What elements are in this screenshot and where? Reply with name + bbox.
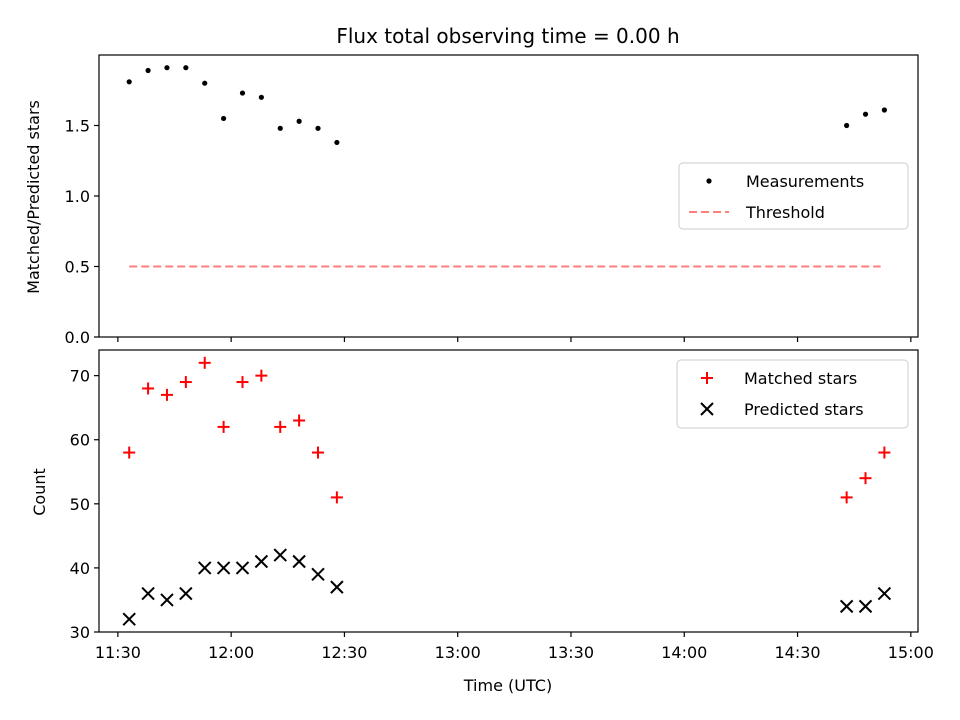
matched-star-point (236, 376, 249, 389)
measurement-point (164, 65, 170, 71)
y-tick-label: 60 (70, 431, 90, 450)
predicted-star-point (273, 548, 287, 562)
predicted-star-point (141, 586, 155, 601)
predicted-star-stroke (216, 561, 231, 575)
top-panel: 0.0 0.5 1.0 1.5 Measurements Threshold (65, 54, 919, 347)
measurement-point (296, 118, 302, 124)
predicted-star-point (292, 554, 306, 569)
chart-title: Flux total observing time = 0.00 h (336, 24, 679, 48)
predicted-star-stroke (122, 612, 136, 626)
plot-frame (98, 349, 919, 633)
predicted-star-stroke (292, 554, 306, 569)
matched-star-point (274, 420, 287, 433)
predicted-star-stroke (160, 593, 174, 607)
x-tick-label: 13:00 (435, 643, 481, 662)
legend-marker-x (700, 402, 714, 416)
y-tick-label: 40 (70, 559, 90, 578)
legend-label: Measurements (746, 172, 864, 191)
measurement-point (881, 107, 887, 113)
legend-label: Threshold (745, 203, 825, 222)
legend-label: Predicted stars (744, 400, 864, 419)
bottom-y-axis-label: Count (30, 468, 49, 516)
measurement-point (183, 65, 189, 71)
y-tick-label: 1.0 (65, 187, 90, 206)
matched-star-point (217, 420, 230, 433)
predicted-star-point (254, 554, 269, 569)
x-tick-label: 14:30 (774, 643, 820, 662)
bottom-legend: Matched stars Predicted stars (676, 359, 909, 429)
matched-star-point (198, 356, 211, 369)
predicted-star-stroke (858, 599, 873, 614)
measurement-point (258, 94, 264, 100)
predicted-star-stroke (839, 599, 854, 614)
y-tick-label: 70 (70, 367, 90, 386)
y-tick-label: 50 (70, 495, 90, 514)
predicted-star-stroke (254, 554, 269, 569)
predicted-star-point (122, 612, 136, 626)
predicted-star-stroke (198, 561, 212, 575)
matched-star-point (330, 491, 343, 504)
predicted-star-point (198, 561, 212, 575)
matched-star-point (179, 376, 192, 389)
measurement-point (145, 67, 151, 74)
predicted-star-point (235, 561, 250, 575)
matched-star-point (293, 414, 306, 427)
y-tick-label: 0.5 (65, 258, 90, 277)
predicted-star-point (877, 586, 892, 601)
predicted-star-stroke (235, 561, 250, 575)
measurement-point (202, 80, 208, 86)
measurement-point (277, 125, 283, 131)
predicted-star-stroke (141, 586, 155, 601)
x-tick-label: 14:00 (661, 643, 707, 662)
predicted-star-point (839, 599, 854, 614)
x-tick-label: 11:30 (95, 643, 141, 662)
measurement-point (862, 111, 869, 117)
predicted-star-point (311, 567, 325, 582)
predicted-star-point (216, 561, 231, 575)
x-axis-label: Time (UTC) (463, 676, 552, 695)
x-tick-label: 15:00 (888, 643, 934, 662)
y-tick-label: 30 (70, 623, 90, 642)
matched-star-point (123, 446, 136, 459)
matched-star-point (312, 446, 325, 459)
measurement-point (315, 125, 321, 131)
y-tick-label: 1.5 (65, 117, 90, 136)
predicted-star-stroke (877, 586, 892, 601)
top-legend: Measurements Threshold (678, 162, 909, 230)
predicted-star-stroke (273, 548, 287, 562)
predicted-star-stroke (311, 567, 325, 582)
top-y-axis-label: Matched/Predicted stars (24, 100, 43, 294)
predicted-star-stroke (330, 580, 344, 594)
legend-label: Matched stars (744, 369, 857, 388)
measurement-point (221, 115, 227, 122)
matched-star-point (255, 369, 268, 382)
measurement-point (844, 122, 850, 129)
predicted-star-point (160, 593, 174, 607)
x-tick-label: 12:30 (321, 643, 367, 662)
matched-star-point (859, 472, 872, 485)
legend-marker-dot (706, 178, 712, 184)
measurement-point (239, 90, 246, 96)
legend-box (676, 359, 909, 429)
bottom-panel: 30 40 50 60 70 11:30 12:00 12:30 13:00 13:30 14:00… (70, 349, 934, 662)
predicted-star-point (330, 580, 344, 594)
predicted-star-point (858, 599, 873, 614)
legend-box (678, 162, 909, 230)
measurement-point (334, 139, 340, 146)
predicted-star-point (179, 586, 193, 601)
y-tick-label: 0.0 (65, 328, 90, 347)
matched-star-point (840, 491, 853, 504)
predicted-star-stroke (179, 586, 193, 601)
matched-star-point (878, 446, 891, 459)
x-tick-label: 12:00 (208, 643, 254, 662)
matched-star-point (160, 388, 173, 401)
x-tick-label: 13:30 (548, 643, 594, 662)
matched-star-point (142, 382, 155, 395)
measurement-point (126, 79, 132, 85)
